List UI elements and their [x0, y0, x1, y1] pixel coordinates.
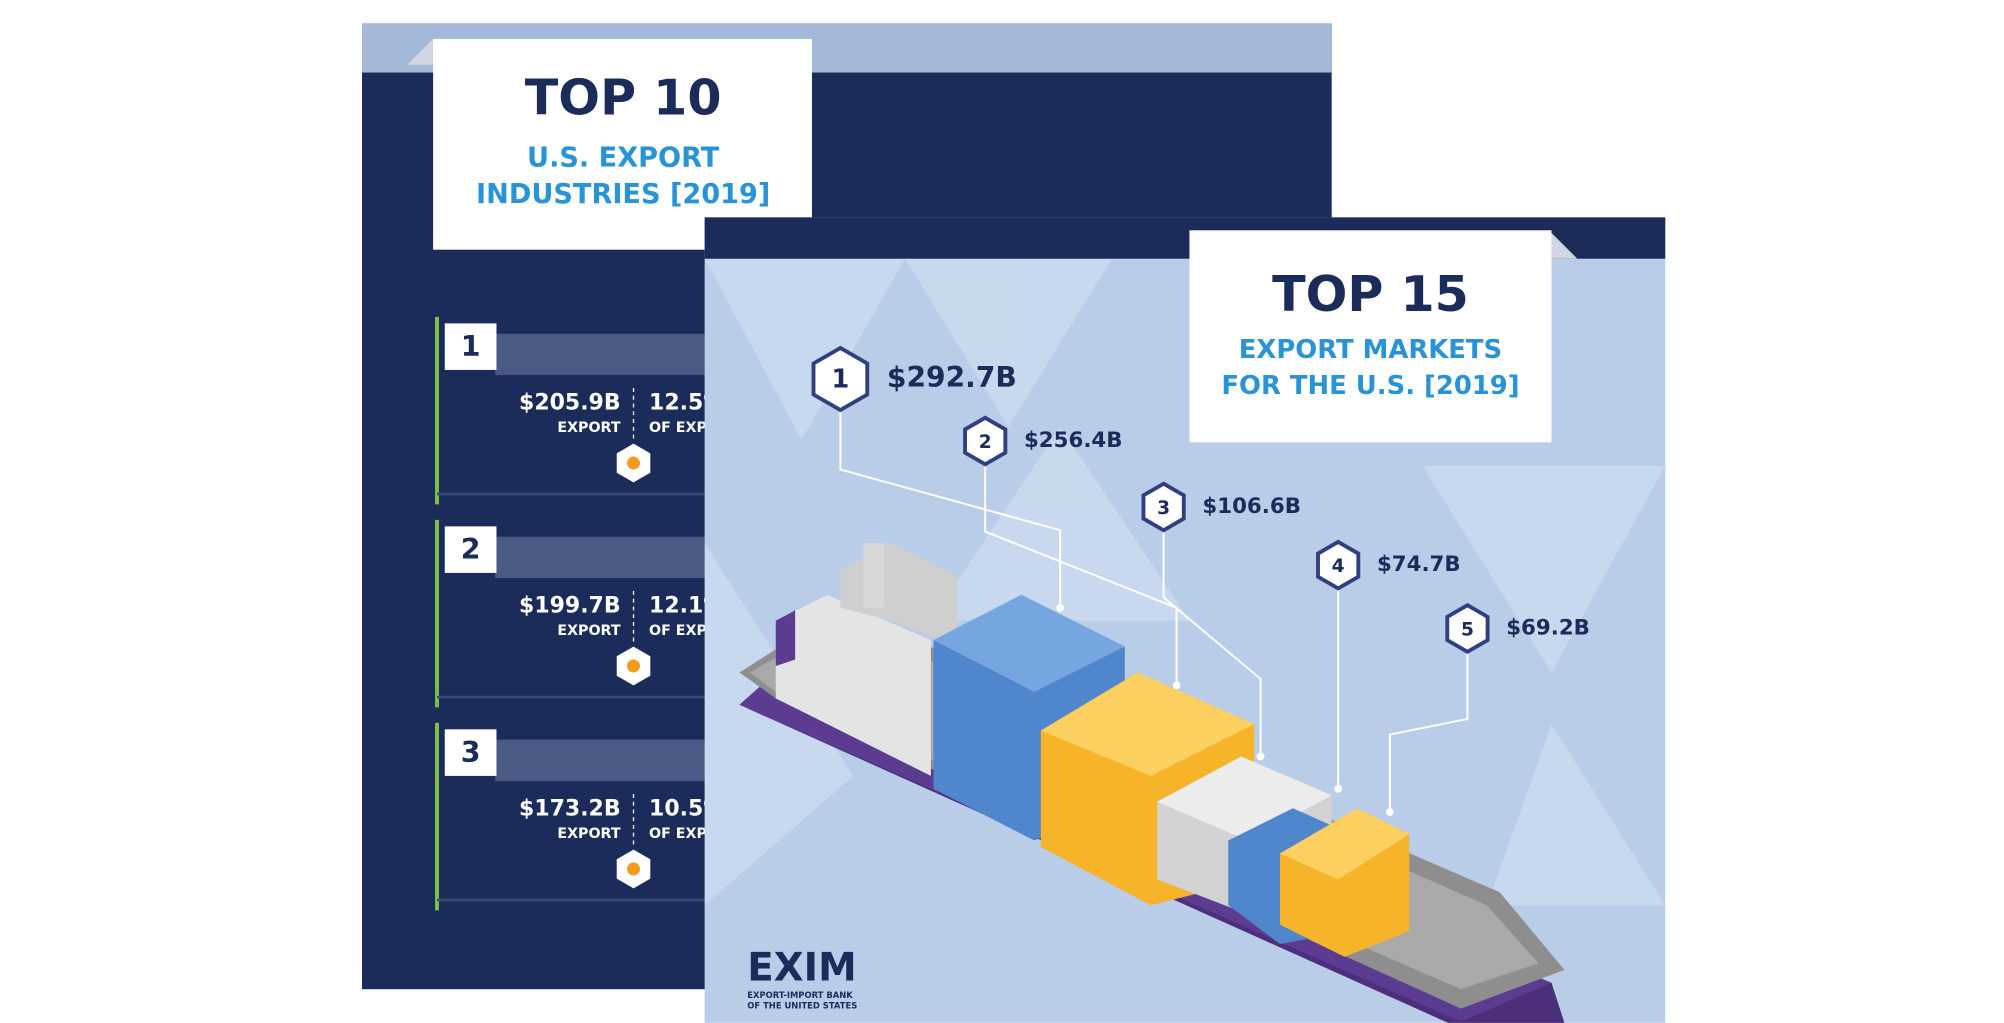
- leader-dot: [1385, 808, 1394, 816]
- rank-bar: [495, 333, 705, 376]
- icon-glyph: [627, 862, 640, 876]
- logo-line: EXPORT-IMPORT BANK: [747, 990, 853, 1000]
- rank: 4: [1332, 556, 1345, 577]
- fold: [1551, 232, 1578, 259]
- right-subtitle: EXPORT MARKETS: [1239, 335, 1502, 365]
- value-label: EXPORT: [557, 826, 620, 842]
- right-title: TOP 15: [1272, 265, 1469, 323]
- market-value: $69.2B: [1506, 616, 1590, 641]
- pattern: [704, 258, 1666, 906]
- rank-box: [444, 729, 497, 776]
- fold: [407, 38, 434, 65]
- right-subtitle: FOR THE U.S. [2019]: [1221, 371, 1519, 401]
- left-subtitle: U.S. EXPORT: [527, 143, 720, 174]
- rank-bar: [495, 536, 705, 579]
- leader-dot: [1334, 784, 1343, 793]
- rank: 5: [1461, 619, 1474, 640]
- rank-badge: [963, 415, 1008, 467]
- rank-badge: [811, 345, 870, 413]
- share-label: OF EXP: [649, 623, 707, 639]
- value: $205.9B: [519, 391, 621, 416]
- icon-glyph: [627, 456, 640, 470]
- leader-line: [984, 461, 1178, 686]
- rank: 3: [461, 736, 481, 769]
- rank: 1: [831, 364, 849, 394]
- rank: 3: [1157, 498, 1170, 519]
- leader-line: [839, 407, 1062, 608]
- rank: 1: [461, 330, 481, 363]
- leader-dot: [1256, 752, 1265, 761]
- rank-box: [444, 526, 497, 573]
- value: $173.2B: [519, 797, 621, 822]
- market-list: 1 $292.7B 2 $256.4B 3 $106.6B 4 $74.7B 5 $69.2B: [811, 345, 1590, 816]
- market-value: $74.7B: [1377, 552, 1461, 577]
- rank-badge: [1445, 602, 1490, 655]
- value-label: EXPORT: [557, 420, 620, 436]
- logo-name: EXIM: [747, 945, 856, 990]
- ship: [739, 543, 1565, 1023]
- logo-line: OF THE UNITED STATES: [747, 1001, 857, 1011]
- leader-line: [1162, 527, 1262, 757]
- left-subtitle: INDUSTRIES [2019]: [476, 179, 770, 210]
- leader-dot: [1056, 603, 1065, 612]
- value: $199.7B: [519, 594, 621, 619]
- left-label-box: [433, 38, 812, 250]
- leader-dot: [1172, 681, 1181, 690]
- leader-line: [1388, 649, 1469, 813]
- market-value: $106.6B: [1202, 494, 1301, 519]
- rank: 2: [461, 533, 481, 566]
- market-value: $292.7B: [887, 361, 1017, 394]
- share-label: OF EXP: [649, 420, 707, 436]
- rank-box: [444, 323, 497, 370]
- rank-badge: [1316, 539, 1361, 591]
- rank-bar: [495, 739, 705, 782]
- icon-glyph: [627, 659, 640, 673]
- rank-badge: [1141, 481, 1186, 533]
- market-value: $256.4B: [1024, 428, 1123, 453]
- right-label-box: [1189, 230, 1552, 443]
- rank: 2: [979, 432, 992, 453]
- value-label: EXPORT: [557, 623, 620, 639]
- share-label: OF EXP: [649, 826, 707, 842]
- left-title: TOP 10: [525, 69, 722, 127]
